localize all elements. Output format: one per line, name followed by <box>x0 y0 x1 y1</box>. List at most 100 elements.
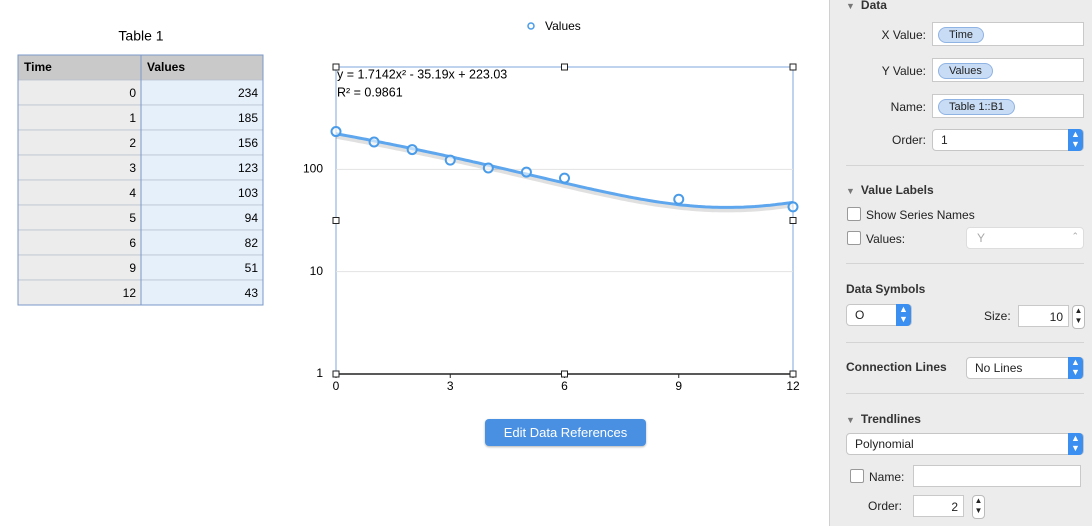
table-title: Table 1 <box>118 28 163 44</box>
cell-text: 123 <box>238 161 258 175</box>
cell-text: 43 <box>245 286 259 300</box>
format-sidebar: ▼ Data X Value: Time Y Value: Values Name… <box>829 0 1092 526</box>
cell-text: 0 <box>129 86 136 100</box>
section-heading: Data Symbols <box>846 282 926 296</box>
checkbox[interactable]: Name: <box>850 469 904 484</box>
section-heading[interactable]: Trendlines <box>860 412 921 426</box>
token[interactable]: Table 1::B1 <box>938 99 1016 115</box>
x-tick-label: 6 <box>561 379 568 393</box>
name-field[interactable] <box>913 465 1081 487</box>
selection-handle <box>332 217 340 224</box>
cell-text: 82 <box>245 236 259 250</box>
x-tick-label: 9 <box>675 379 682 393</box>
y-tick-label: 10 <box>310 264 324 278</box>
token[interactable]: Time <box>938 27 985 43</box>
trendline-r-squared: R² = 0.9861 <box>337 85 403 99</box>
label: Order: <box>868 499 903 513</box>
legend-marker <box>527 22 535 30</box>
section-heading: Connection Lines <box>846 360 947 374</box>
cell <box>17 104 142 131</box>
cell-text: 156 <box>238 136 258 150</box>
cell <box>140 129 264 156</box>
checkbox-label: Show Series Names <box>866 208 975 222</box>
legend-label: Values <box>545 19 581 33</box>
selection-handle <box>332 370 340 378</box>
data-point <box>482 162 494 174</box>
cell-text: 103 <box>238 186 258 200</box>
cell-text: 51 <box>245 261 259 275</box>
label: Name: <box>890 100 926 114</box>
checkbox-label: Values: <box>866 232 906 246</box>
cell-text: 2 <box>129 136 136 150</box>
trendline <box>335 132 794 209</box>
selection-handle <box>561 63 568 71</box>
data-point <box>520 166 532 178</box>
values-popup: Y ⌃ <box>966 227 1084 249</box>
cell-text: 185 <box>238 111 258 125</box>
selection-handle <box>332 63 340 71</box>
label: Order: <box>891 133 926 147</box>
cell-text: 234 <box>238 86 258 100</box>
popup-value: 1 <box>941 133 948 147</box>
trendline-equation: y = 1.7142x² - 35.19x + 223.03 <box>337 67 507 81</box>
x-tick-label: 12 <box>786 379 800 393</box>
selection-handle <box>789 370 797 378</box>
edit-data-references-button[interactable]: Edit Data References <box>485 419 646 446</box>
selection-handle <box>789 63 797 71</box>
cell <box>17 179 142 206</box>
canvas: Table 1 y = 1.7142x² - 35.19x + 223.03 R… <box>17 19 800 393</box>
data-point <box>673 193 685 205</box>
column-header: Time <box>24 60 52 74</box>
cell <box>17 204 142 231</box>
cell <box>17 229 142 256</box>
connection-lines-popup[interactable]: No Lines ▲ ▼ <box>966 357 1084 379</box>
trendline-type-popup[interactable]: Polynomial ▲ ▼ <box>846 433 1084 455</box>
popup-value: Polynomial <box>855 437 914 451</box>
cell <box>140 104 264 131</box>
cell-text: 6 <box>129 236 136 250</box>
cell <box>17 254 142 281</box>
order-popup[interactable]: 1 ▲ ▼ <box>932 129 1084 151</box>
order-field[interactable]: 2 <box>913 495 964 517</box>
cell-text: 12 <box>123 286 137 300</box>
section-heading[interactable]: Value Labels <box>860 183 934 197</box>
token[interactable]: Values <box>938 63 993 79</box>
data-point <box>368 136 380 148</box>
x-tick-label: 0 <box>333 379 340 393</box>
checkbox[interactable]: Values: <box>847 231 905 246</box>
cell-text: 4 <box>129 186 136 200</box>
cell-text: 5 <box>129 211 136 225</box>
data-point <box>559 172 570 184</box>
cell-text: 9 <box>129 261 136 275</box>
column-header: Values <box>147 60 185 74</box>
y-tick-label: 100 <box>303 162 323 176</box>
cell-text: 94 <box>245 211 259 225</box>
selection-handle <box>561 370 568 378</box>
data-point <box>444 154 456 166</box>
cell-text: 3 <box>129 161 136 175</box>
cell <box>140 79 264 106</box>
stepper[interactable]: ▲ ▼ <box>1072 305 1085 329</box>
checkbox[interactable]: Show Series Names <box>847 207 975 222</box>
size-field[interactable]: 10 <box>1018 305 1069 327</box>
cell <box>17 154 142 181</box>
data-point <box>787 201 799 213</box>
symbol-popup[interactable]: O ▲ ▼ <box>846 304 912 326</box>
section-heading[interactable]: Data <box>860 0 887 12</box>
cell <box>17 79 142 106</box>
label: Y Value: <box>881 64 926 78</box>
popup-value: No Lines <box>975 361 1023 375</box>
label: Size: <box>984 309 1011 323</box>
plot-frame <box>335 66 794 375</box>
popup-value: O <box>855 308 865 322</box>
cell <box>17 129 142 156</box>
label: X Value: <box>881 28 926 42</box>
y-tick-label: 1 <box>316 366 323 380</box>
checkbox-label: Name: <box>869 470 905 484</box>
data-point <box>330 126 342 138</box>
x-tick-label: 3 <box>447 379 454 393</box>
stepper[interactable]: ▲ ▼ <box>972 495 985 519</box>
data-point <box>406 144 418 156</box>
selection-handle <box>789 217 797 224</box>
